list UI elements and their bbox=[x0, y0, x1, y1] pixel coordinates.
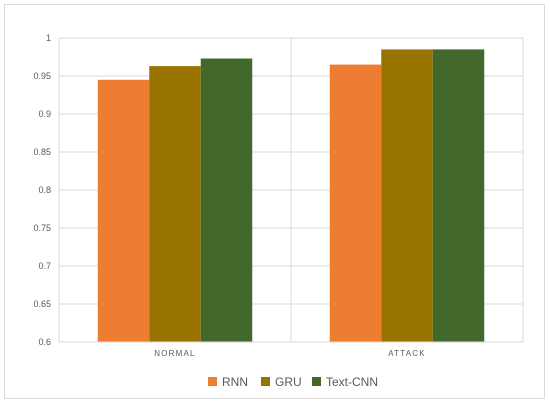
y-tick-label: 0.75 bbox=[33, 223, 51, 233]
y-tick-label: 1 bbox=[46, 33, 51, 43]
legend-label-text-cnn: Text-CNN bbox=[326, 375, 378, 389]
bar-rnn-attack bbox=[329, 64, 382, 342]
x-category-label: ATTACK bbox=[388, 349, 426, 358]
legend-label-gru: GRU bbox=[275, 375, 302, 389]
x-category-label: NORMAL bbox=[154, 349, 195, 358]
x-axis: NORMAL ATTACK bbox=[59, 341, 523, 358]
bar-text-cnn-attack bbox=[432, 49, 485, 343]
bar-gru-attack bbox=[381, 49, 433, 343]
y-tick-label: 0.95 bbox=[33, 71, 51, 81]
bar-gru-normal bbox=[149, 66, 201, 343]
legend-label-rnn: RNN bbox=[222, 375, 248, 389]
legend-swatch-text-cnn bbox=[312, 377, 321, 386]
y-tick-label: 0.65 bbox=[33, 299, 51, 309]
y-axis-ticks: 0.6 0.65 0.7 0.75 0.8 0.85 0.9 0.95 1 bbox=[33, 33, 51, 347]
y-tick-label: 0.9 bbox=[38, 109, 51, 119]
bar-text-cnn-normal bbox=[200, 58, 253, 343]
y-tick-label: 0.85 bbox=[33, 147, 51, 157]
legend: RNN GRU Text-CNN bbox=[208, 375, 378, 389]
legend-swatch-gru bbox=[261, 377, 270, 386]
bars bbox=[97, 49, 485, 343]
bar-rnn-normal bbox=[97, 79, 150, 343]
y-tick-label: 0.8 bbox=[38, 185, 51, 195]
y-tick-label: 0.6 bbox=[38, 337, 51, 347]
legend-swatch-rnn bbox=[208, 377, 217, 386]
y-tick-label: 0.7 bbox=[38, 261, 51, 271]
